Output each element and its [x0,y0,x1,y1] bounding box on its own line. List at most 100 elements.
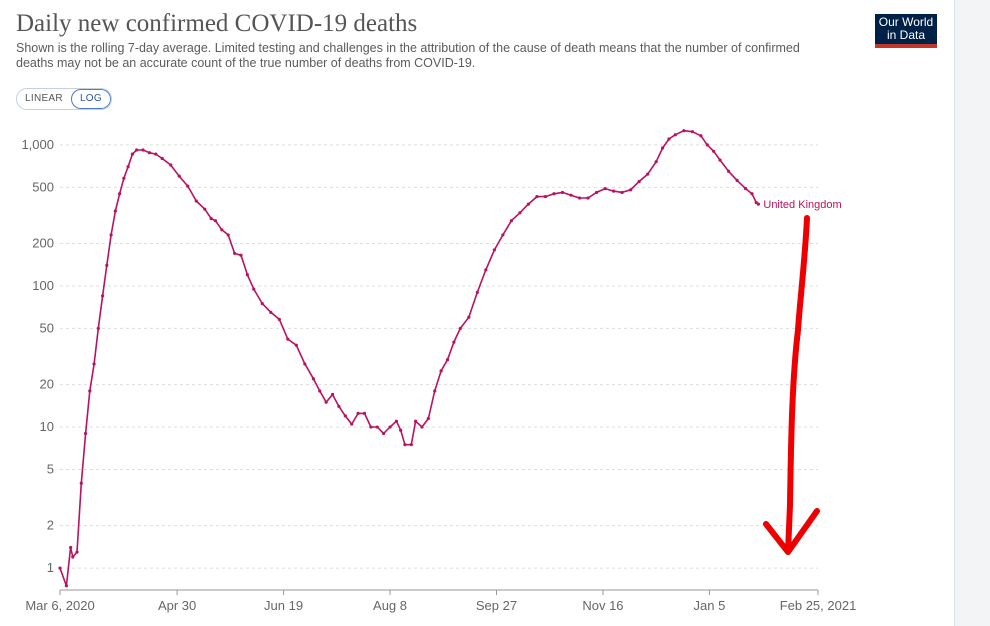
data-point [552,192,556,196]
data-point [232,251,237,256]
owid-logo[interactable]: Our World in Data [875,14,937,48]
linear-scale-button[interactable]: LINEAR [25,93,63,104]
data-point [79,481,83,485]
x-tick-label: Apr 30 [158,598,196,613]
scale-toggle: LINEAR LOG [16,88,112,110]
data-point [92,362,96,366]
chart-card [0,0,954,626]
data-point [660,146,665,150]
data-point [277,317,281,321]
data-point [439,369,443,373]
data-point [569,193,573,197]
data-point [629,188,633,192]
y-tick-label: 5 [47,462,54,477]
data-point [577,196,582,200]
data-point [294,343,298,347]
data-point [303,362,307,366]
data-point [69,545,73,550]
data-point [492,248,496,252]
data-point [646,172,650,176]
data-point [399,428,403,432]
y-tick-label: 1 [47,560,54,575]
data-point [209,217,213,221]
data-point [369,425,373,429]
data-point [735,178,739,182]
data-point [509,219,513,223]
y-axis: 1 2 5 10 20 50 100 200 500 1,000 [21,137,54,575]
data-point [394,419,399,423]
data-point [586,196,590,200]
data-point [690,130,694,134]
data-point [744,186,748,191]
data-point [382,431,386,436]
data-point [337,404,341,409]
data-point [88,389,92,393]
data-point [426,416,430,421]
data-point [375,425,379,429]
data-point [126,165,130,169]
data-point [433,389,437,393]
y-tick-label: 2 [47,518,54,533]
data-point [177,174,181,178]
data-point [330,392,335,397]
data-point [324,400,328,404]
data-point [611,189,616,193]
data-point [147,151,152,155]
data-point [220,228,224,232]
data-point [135,148,139,152]
data-point [105,263,109,267]
y-tick-label: 200 [32,235,54,250]
annotation-layer [763,215,820,555]
data-point [673,133,677,137]
data-point [83,431,88,436]
data-point [154,152,158,156]
x-tick-label: Jan 5 [694,598,726,613]
data-point [603,186,607,191]
x-tick-label: Mar 6, 2020 [25,598,94,613]
logo-line-1: Our World [878,15,934,29]
data-point [526,202,531,206]
data-point [699,134,703,138]
series-layer: United Kingdom [58,129,842,588]
data-point [501,233,505,237]
y-tick-label: 50 [40,320,54,335]
x-axis: Mar 6, 2020 Apr 30 Jun 19 Aug 8 Sep 27 Nov 16… [25,589,857,613]
data-point [186,184,190,188]
data-point [445,358,450,362]
chart-title: Daily new confirmed COVID-19 deaths [16,10,418,37]
data-point [343,414,347,418]
data-point [654,160,658,164]
x-tick-label: Feb 25, 2021 [780,598,857,613]
data-point [203,207,207,211]
logo-line-2: in Data [886,28,926,42]
data-point [560,190,565,195]
data-point [594,190,599,195]
data-point [245,273,249,277]
data-point [118,192,122,196]
y-tick-label: 1,000 [21,137,54,152]
x-tick-label: Aug 8 [373,598,407,613]
data-point [318,389,322,393]
series-line [59,129,759,587]
data-point [269,310,273,314]
data-point [260,301,264,306]
data-point [518,211,522,215]
data-point [403,443,407,447]
page-scroll-gutter [954,0,990,626]
log-scale-button[interactable]: LOG [70,89,111,109]
data-point [388,425,392,429]
data-point [452,340,456,344]
data-point [637,179,641,184]
data-point [169,163,173,167]
data-point [484,268,488,272]
data-point [311,377,315,381]
data-point [130,152,134,156]
data-point [350,422,354,426]
data-point [71,555,75,559]
data-point [113,209,117,213]
data-point [286,337,290,341]
data-point [356,411,360,415]
x-tick-label: Sep 27 [476,598,517,613]
data-point [252,287,256,291]
data-point [712,149,716,153]
